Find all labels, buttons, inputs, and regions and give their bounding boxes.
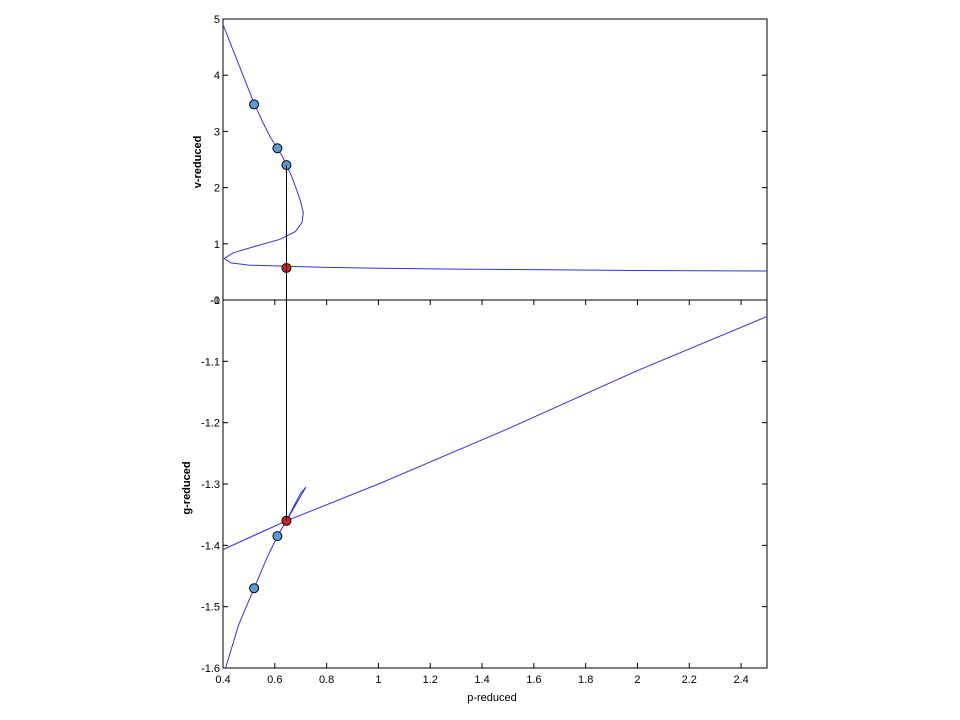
y-tick-label: -1	[210, 295, 220, 307]
x-tick-label: 0.6	[267, 674, 282, 686]
bottom-y-axis-title: g-reduced	[181, 461, 193, 514]
top-y-ticks: -0 1 2 3 4 5	[210, 14, 767, 307]
bottom-series-line	[222, 316, 768, 669]
x-tick-label: 2	[634, 674, 640, 686]
x-tick-label: 1.4	[474, 674, 489, 686]
data-marker	[272, 531, 283, 542]
x-tick-label: 1	[375, 674, 381, 686]
x-tick-label: 0.8	[319, 674, 334, 686]
x-axis-title: p-reduced	[467, 692, 517, 704]
y-tick-label: 3	[214, 126, 220, 138]
y-tick-label: 5	[214, 14, 220, 26]
x-tick-label: 2.2	[682, 674, 697, 686]
bottom-panel: -1.6 -1.5 -1.4 -1.3 -1.2 -1.1 -1 0.4 0.6 0.8 1 1.2…	[181, 295, 768, 704]
top-panel: -0 1 2 3 4 5 v-reduced	[192, 14, 768, 307]
top-y-axis-title: v-reduced	[192, 136, 204, 189]
y-tick-label: -1.1	[201, 356, 220, 368]
x-tick-label: 2.4	[733, 674, 748, 686]
y-tick-label: -0	[210, 295, 220, 307]
x-tick-label: 1.8	[578, 674, 593, 686]
y-tick-label: 2	[214, 183, 220, 195]
bottom-x-ticks: 0.4 0.6 0.8 1 1.2 1.4 1.6 1.8 2 2.2 2.4	[215, 300, 749, 686]
top-axes-frame	[222, 18, 768, 301]
data-marker	[249, 583, 260, 594]
y-tick-label: -1.4	[201, 540, 220, 552]
y-tick-label: -1.5	[201, 602, 220, 614]
data-marker	[249, 99, 260, 110]
y-tick-label: -1.6	[201, 663, 220, 675]
x-tick-label: 1.6	[526, 674, 541, 686]
y-tick-label: 4	[214, 70, 220, 82]
bottom-axes-frame	[222, 299, 768, 669]
bottom-y-ticks: -1.6 -1.5 -1.4 -1.3 -1.2 -1.1 -1	[201, 295, 767, 675]
y-tick-label: -1.3	[201, 479, 220, 491]
data-marker	[272, 143, 283, 154]
y-tick-label: 1	[214, 239, 220, 251]
y-tick-label: -1.2	[201, 418, 220, 430]
top-markers	[249, 99, 292, 273]
x-tick-label: 1.2	[423, 674, 438, 686]
x-tick-label: 0.4	[215, 674, 230, 686]
top-series-line	[222, 24, 768, 272]
